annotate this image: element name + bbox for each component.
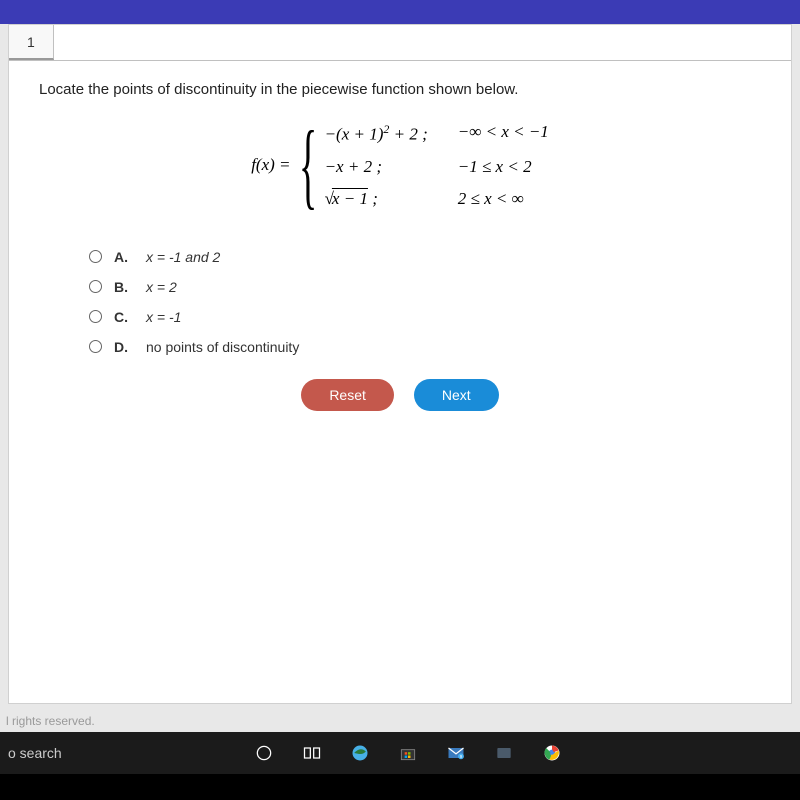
app-icon[interactable] <box>482 732 526 774</box>
radio-icon[interactable] <box>89 280 102 293</box>
option-letter: B. <box>114 279 130 295</box>
option-d[interactable]: D. no points of discontinuity <box>89 339 761 355</box>
radio-icon[interactable] <box>89 310 102 323</box>
option-text: x = -1 <box>146 309 181 325</box>
cortana-icon[interactable] <box>242 732 286 774</box>
piece-1-cond: −∞ < x < −1 <box>458 122 549 145</box>
pieces-grid: −(x + 1)2 + 2 ; −∞ < x < −1 −x + 2 ; −1 … <box>325 122 549 209</box>
radio-icon[interactable] <box>89 340 102 353</box>
next-button[interactable]: Next <box>414 379 499 411</box>
search-input[interactable]: o search <box>8 745 238 761</box>
option-text: x = -1 and 2 <box>146 249 220 265</box>
piece-2-expr: −x + 2 ; <box>325 157 428 177</box>
question-area: Locate the points of discontinuity in th… <box>9 61 791 431</box>
piece-2-cond: −1 ≤ x < 2 <box>458 157 549 177</box>
mail-icon[interactable]: 9 <box>434 732 478 774</box>
piece-3-expr: √x − 1 ; <box>325 189 428 209</box>
task-view-icon[interactable] <box>290 732 334 774</box>
option-letter: D. <box>114 339 130 355</box>
option-letter: A. <box>114 249 130 265</box>
option-b[interactable]: B. x = 2 <box>89 279 761 295</box>
radio-icon[interactable] <box>89 250 102 263</box>
edge-icon[interactable] <box>338 732 382 774</box>
piece-1-expr: −(x + 1)2 + 2 ; <box>325 122 428 145</box>
brace-icon: { <box>298 127 316 204</box>
piecewise-equation: f(x) = { −(x + 1)2 + 2 ; −∞ < x < −1 −x … <box>39 122 761 209</box>
window-title-bar <box>0 0 800 24</box>
question-prompt: Locate the points of discontinuity in th… <box>39 81 761 98</box>
chrome-icon[interactable] <box>530 732 574 774</box>
option-text: x = 2 <box>146 279 177 295</box>
taskbar: o search 9 <box>0 732 800 774</box>
option-letter: C. <box>114 309 130 325</box>
option-c[interactable]: C. x = -1 <box>89 309 761 325</box>
tab-1[interactable]: 1 <box>9 25 54 60</box>
piece-3-cond: 2 ≤ x < ∞ <box>458 189 549 209</box>
button-row: Reset Next <box>39 379 761 411</box>
options-list: A. x = -1 and 2 B. x = 2 C. x = -1 D. no… <box>89 249 761 355</box>
reset-button[interactable]: Reset <box>301 379 394 411</box>
tab-bar: 1 <box>9 25 791 61</box>
option-a[interactable]: A. x = -1 and 2 <box>89 249 761 265</box>
function-label: f(x) = <box>251 155 290 175</box>
store-icon[interactable] <box>386 732 430 774</box>
content-panel: 1 Locate the points of discontinuity in … <box>8 24 792 704</box>
option-text: no points of discontinuity <box>146 339 299 355</box>
bottom-bezel <box>0 774 800 800</box>
